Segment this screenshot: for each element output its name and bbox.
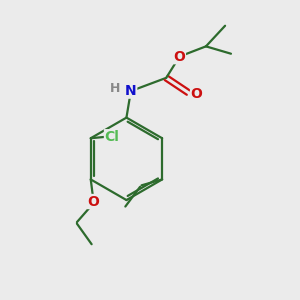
Text: O: O [173, 50, 185, 64]
Text: O: O [190, 87, 202, 101]
Text: N: N [125, 84, 137, 98]
Text: H: H [110, 82, 121, 95]
Text: O: O [87, 194, 99, 208]
Text: Cl: Cl [104, 130, 119, 144]
